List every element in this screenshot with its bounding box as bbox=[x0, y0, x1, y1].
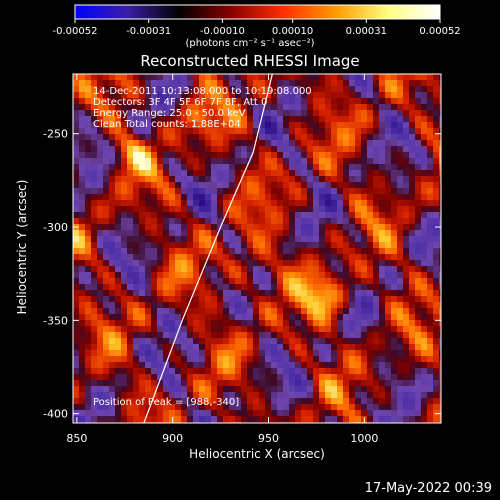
colorbar-tick-label: 0.00010 bbox=[272, 26, 313, 37]
heatmap-image bbox=[73, 74, 441, 423]
chart-title: Reconstructed RHESSI Image bbox=[140, 52, 360, 70]
x-tick-label: 850 bbox=[66, 432, 87, 445]
x-axis-label: Heliocentric X (arcsec) bbox=[189, 447, 325, 461]
annotation-energy-range: Energy Range: 25.0 - 50.0 keV bbox=[93, 108, 246, 119]
axis-ticks: 850 900 950 1000 -250 -300 -350 -400 bbox=[43, 74, 441, 445]
x-tick-label: 1000 bbox=[350, 432, 378, 445]
annotation-method-counts: Clean Total counts: 1.88E+04 bbox=[93, 119, 241, 130]
x-tick-label: 900 bbox=[162, 432, 183, 445]
colorbar-tick-label: -0.00031 bbox=[126, 26, 171, 37]
y-tick-label: -350 bbox=[43, 314, 68, 327]
colorbar-unit-label: (photons cm⁻² s⁻¹ asec⁻²) bbox=[185, 38, 315, 49]
solar-limb-curve bbox=[143, 74, 273, 423]
y-tick-label: -300 bbox=[43, 221, 68, 234]
colorbar-ticks: -0.00052 -0.00031 -0.00010 0.00010 0.00031 0.… bbox=[53, 19, 461, 37]
x-tick-label: 950 bbox=[258, 432, 279, 445]
plot-frame bbox=[72, 73, 442, 424]
y-tick-label: -250 bbox=[43, 128, 68, 141]
colorbar bbox=[74, 4, 441, 20]
colorbar-tick-label: -0.00010 bbox=[200, 26, 245, 37]
annotation-detectors: Detectors: 3F 4F 5F 6F 7F 8F, Att 0 bbox=[93, 97, 268, 108]
annotation-time-range: 14-Dec-2011 10:13:08.000 to 10:19:08.000 bbox=[93, 86, 312, 97]
colorbar-tick-label: -0.00052 bbox=[53, 26, 98, 37]
annotation-peak-position: Position of Peak = [988,-340] bbox=[93, 397, 240, 408]
y-tick-label: -400 bbox=[43, 408, 68, 421]
y-axis-label: Heliocentric Y (arcsec) bbox=[15, 179, 29, 315]
colorbar-tick-label: 0.00052 bbox=[419, 26, 460, 37]
footer-timestamp: 17-May-2022 00:39 bbox=[364, 481, 492, 496]
colorbar-tick-label: 0.00031 bbox=[346, 26, 387, 37]
